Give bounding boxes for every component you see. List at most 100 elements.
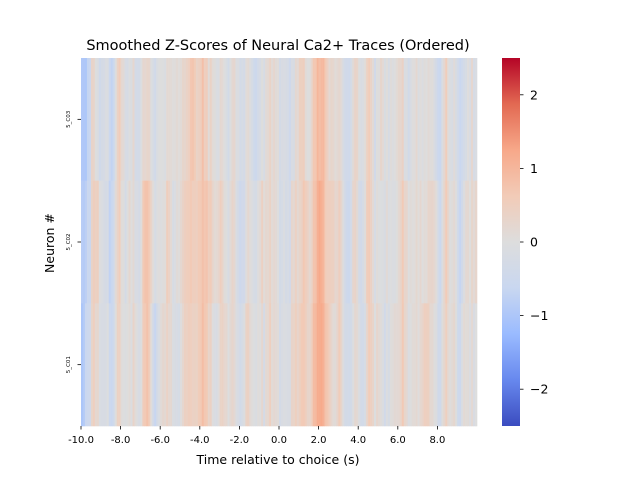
heatmap-cell	[195, 58, 199, 181]
heatmap-cell	[437, 58, 440, 181]
heatmap-cell	[338, 180, 341, 304]
heatmap-cell	[166, 303, 169, 427]
colorbar-tick-label: 0	[530, 235, 538, 250]
heatmap-cell	[296, 58, 300, 181]
heatmap-cell	[385, 58, 389, 181]
heatmap-cell	[411, 58, 414, 181]
heatmap-cell	[284, 303, 288, 427]
heatmap-cell	[415, 180, 418, 304]
heatmap-cell	[320, 180, 323, 304]
chart-title: Smoothed Z-Scores of Neural Ca2+ Traces …	[86, 38, 469, 54]
heatmap-cell	[457, 58, 460, 181]
heatmap-cell	[395, 303, 399, 427]
heatmap-cell	[249, 180, 252, 304]
heatmap-cell	[379, 180, 383, 304]
heatmap-cell	[433, 180, 436, 304]
heatmap-cell	[324, 58, 327, 181]
heatmap-cell	[346, 180, 349, 304]
x-tick-label: 4.0	[350, 435, 366, 446]
heatmap-cell	[203, 58, 207, 181]
heatmap-cell	[397, 303, 401, 427]
heatmap-cell	[322, 303, 325, 427]
heatmap-cell	[328, 303, 331, 427]
heatmap-cell	[340, 303, 343, 427]
heatmap-cell	[415, 58, 418, 181]
heatmap-cell	[296, 180, 300, 304]
heatmap-cell	[294, 58, 298, 181]
heatmap-cell	[197, 180, 201, 304]
heatmap-cell	[312, 303, 315, 427]
heatmap-cell	[405, 180, 408, 304]
heatmap-cell	[269, 303, 272, 427]
heatmap-cell	[310, 180, 313, 304]
heatmap-cell	[265, 180, 268, 304]
heatmap-cell	[215, 303, 218, 427]
heatmap-cell	[417, 58, 420, 181]
heatmap-cell	[302, 58, 306, 181]
heatmap-cell	[180, 180, 183, 304]
heatmap-cell	[174, 180, 177, 304]
heatmap-cell	[427, 303, 430, 427]
heatmap-cell	[328, 180, 331, 304]
heatmap-cell	[174, 58, 177, 181]
heatmap-cell	[106, 303, 110, 427]
row-label: 5_C03	[66, 110, 72, 128]
heatmap-cell	[284, 58, 288, 181]
heatmap-cell	[142, 58, 145, 181]
heatmap-cell	[98, 58, 102, 181]
heatmap-cell	[118, 58, 121, 181]
heatmap-cell	[120, 303, 123, 427]
heatmap-cell	[326, 180, 329, 304]
heatmap-cell	[138, 180, 141, 304]
heatmap-cell	[120, 180, 123, 304]
heatmap-cell	[322, 58, 325, 181]
heatmap-cell	[152, 303, 155, 427]
heatmap-cell	[81, 180, 84, 304]
heatmap-cell	[259, 58, 262, 181]
colorbar-tick-label: −1	[530, 308, 548, 323]
heatmap-cell	[267, 58, 270, 181]
heatmap-cell	[84, 58, 88, 181]
heatmap-cell	[176, 303, 179, 427]
heatmap-cell	[178, 58, 181, 181]
heatmap-cell	[401, 303, 405, 427]
heatmap-cell	[463, 303, 466, 427]
heatmap-cell	[389, 303, 393, 427]
heatmap-cell	[360, 58, 363, 181]
x-tick-label: -6.0	[150, 435, 170, 446]
heatmap-cell	[348, 58, 351, 181]
heatmap-cell	[350, 180, 353, 304]
heatmap-cell	[82, 303, 86, 427]
heatmap-cell	[110, 58, 113, 181]
heatmap-cell	[134, 303, 137, 427]
heatmap-cell	[431, 180, 434, 304]
heatmap-cell	[207, 303, 210, 427]
heatmap-cell	[134, 180, 137, 304]
heatmap-cell	[387, 58, 391, 181]
heatmap-cell	[237, 58, 240, 181]
heatmap-cell	[237, 180, 240, 304]
heatmap-cell	[156, 180, 159, 304]
heatmap-cell	[439, 180, 442, 304]
heatmap-cell	[459, 303, 462, 427]
heatmap-cell	[84, 180, 88, 304]
heatmap-cell	[469, 180, 472, 304]
heatmap-cell	[148, 180, 151, 304]
heatmap-cell	[320, 303, 323, 427]
heatmap-cell	[381, 303, 385, 427]
heatmap-cell	[124, 180, 127, 304]
heatmap-cell	[239, 303, 242, 427]
heatmap-cell	[195, 303, 199, 427]
heatmap-cell	[144, 58, 147, 181]
heatmap-cell	[385, 303, 389, 427]
heatmap-cell	[451, 303, 454, 427]
heatmap-cell	[453, 303, 456, 427]
heatmap-cell	[197, 58, 201, 181]
heatmap-cell	[88, 58, 92, 181]
heatmap-cell	[439, 58, 442, 181]
x-tick-label: -4.0	[190, 435, 210, 446]
heatmap-cell	[364, 58, 367, 181]
heatmap-cell	[336, 58, 339, 181]
heatmap-cell	[227, 180, 230, 304]
heatmap-cell	[475, 180, 478, 304]
